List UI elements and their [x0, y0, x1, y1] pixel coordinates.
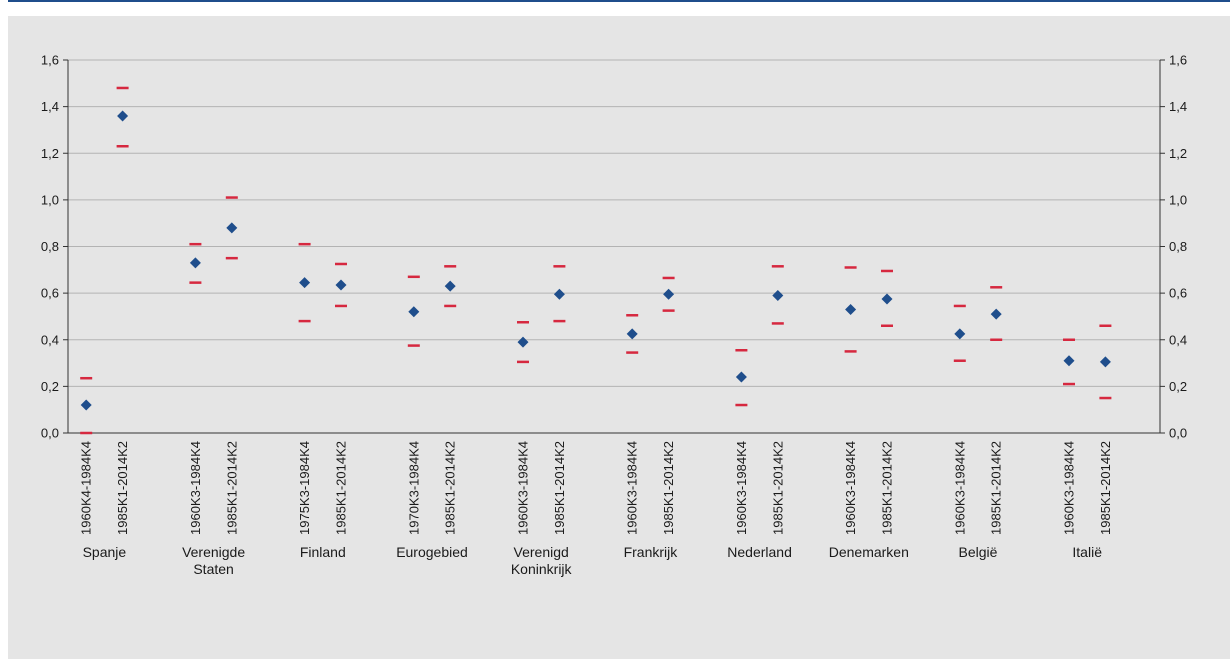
- y-tick-label-left: 0,6: [41, 286, 59, 301]
- point-marker: [80, 399, 92, 411]
- point-marker: [1099, 356, 1111, 368]
- y-tick-label-left: 0,4: [41, 332, 59, 347]
- y-tick-label-left: 0,2: [41, 379, 59, 394]
- y-tick-label-left: 1,0: [41, 192, 59, 207]
- country-label-line: Spanje: [83, 544, 127, 560]
- point-marker: [1063, 355, 1075, 367]
- period-label: 1960K3-1984K4: [734, 441, 749, 535]
- period-label: 1985K1-2014K2: [989, 441, 1004, 535]
- period-label: 1985K1-2014K2: [661, 441, 676, 535]
- country-label-line: Denemarken: [829, 544, 909, 560]
- country-label-line: Verenigd: [514, 544, 569, 560]
- country-label: Finland: [300, 544, 346, 560]
- point-marker: [626, 328, 638, 340]
- point-marker: [189, 257, 201, 269]
- country-label: Nederland: [727, 544, 792, 560]
- country-label: Verenigd Koninkrijk: [511, 544, 573, 577]
- y-tick-label-right: 1,0: [1169, 192, 1187, 207]
- period-label: 1985K1-2014K2: [115, 441, 130, 535]
- period-label: 1985K1-2014K2: [1098, 441, 1113, 535]
- label-layer: 0,0 0,0 0,2 0,2 0,4 0,4 0,6 0,6 0,8 0,8 1,0 1,0 1,2 1…: [41, 53, 1187, 578]
- country-label: Italië: [1072, 544, 1102, 560]
- country-label: Frankrijk: [624, 544, 679, 560]
- y-tick-label-left: 1,2: [41, 146, 59, 161]
- grid-layer: [68, 59, 1160, 387]
- period-label: 1960K3-1984K4: [188, 441, 203, 535]
- y-tick-label-right: 0,0: [1169, 426, 1187, 441]
- country-label-line: Staten: [193, 561, 233, 577]
- point-marker: [408, 306, 420, 318]
- period-label: 1960K3-1984K4: [952, 441, 967, 535]
- country-label-line: België: [959, 544, 998, 560]
- point-marker: [663, 288, 675, 300]
- y-tick-label-left: 1,4: [41, 99, 59, 114]
- point-marker: [553, 288, 565, 300]
- y-tick-label-right: 1,6: [1169, 53, 1187, 68]
- y-tick-label-right: 1,4: [1169, 99, 1187, 114]
- period-label: 1960K3-1984K4: [1062, 441, 1077, 535]
- point-marker: [335, 279, 347, 291]
- point-marker: [772, 289, 784, 301]
- country-label-line: Koninkrijk: [511, 561, 573, 577]
- y-tick-label-right: 0,4: [1169, 332, 1187, 347]
- y-tick-label-right: 1,2: [1169, 146, 1187, 161]
- country-label-line: Finland: [300, 544, 346, 560]
- point-marker: [735, 371, 747, 383]
- y-tick-label-right: 0,2: [1169, 379, 1187, 394]
- country-label: Denemarken: [829, 544, 909, 560]
- country-label-line: Eurogebied: [396, 544, 468, 560]
- point-marker: [444, 280, 456, 292]
- period-label: 1985K1-2014K2: [552, 441, 567, 535]
- period-label: 1985K1-2014K2: [224, 441, 239, 535]
- point-marker: [845, 303, 857, 315]
- period-label: 1985K1-2014K2: [443, 441, 458, 535]
- country-label-line: Nederland: [727, 544, 792, 560]
- axis-layer: [63, 59, 1165, 434]
- point-marker: [881, 293, 893, 305]
- country-label: België: [959, 544, 998, 560]
- point-marker: [990, 308, 1002, 320]
- country-label-line: Verenigde: [182, 544, 245, 560]
- point-marker: [954, 328, 966, 340]
- period-label: 1975K3-1984K4: [297, 441, 312, 535]
- chart-frame: 0,0 0,0 0,2 0,2 0,4 0,4 0,6 0,6 0,8 0,8 1,0 1,0 1,2 1…: [8, 0, 1230, 659]
- point-marker: [517, 336, 529, 348]
- period-label: 1970K3-1984K4: [406, 441, 421, 535]
- point-marker: [226, 222, 238, 234]
- period-label: 1985K1-2014K2: [334, 441, 349, 535]
- country-label: Verenigde Staten: [182, 544, 245, 577]
- chart-panel: 0,0 0,0 0,2 0,2 0,4 0,4 0,6 0,6 0,8 0,8 1,0 1,0 1,2 1…: [8, 16, 1230, 659]
- period-label: 1960K3-1984K4: [625, 441, 640, 535]
- period-label: 1960K4-1984K4: [79, 441, 94, 535]
- y-tick-label-left: 1,6: [41, 53, 59, 68]
- y-tick-label-left: 0,8: [41, 239, 59, 254]
- period-label: 1960K3-1984K4: [516, 441, 531, 535]
- period-label: 1985K1-2014K2: [770, 441, 785, 535]
- point-marker: [299, 277, 311, 289]
- y-tick-label-right: 0,6: [1169, 286, 1187, 301]
- country-label: Eurogebied: [396, 544, 468, 560]
- country-label-line: Frankrijk: [624, 544, 679, 560]
- y-tick-label-right: 0,8: [1169, 239, 1187, 254]
- period-label: 1985K1-2014K2: [880, 441, 895, 535]
- chart-svg: 0,0 0,0 0,2 0,2 0,4 0,4 0,6 0,6 0,8 0,8 1,0 1,0 1,2 1…: [41, 53, 1187, 578]
- country-label-line: Italië: [1072, 544, 1102, 560]
- point-marker: [117, 110, 129, 122]
- top-rule: [8, 0, 1230, 2]
- period-label: 1960K3-1984K4: [843, 441, 858, 535]
- country-label: Spanje: [83, 544, 127, 560]
- mark-layer: [80, 86, 1112, 435]
- y-tick-label-left: 0,0: [41, 426, 59, 441]
